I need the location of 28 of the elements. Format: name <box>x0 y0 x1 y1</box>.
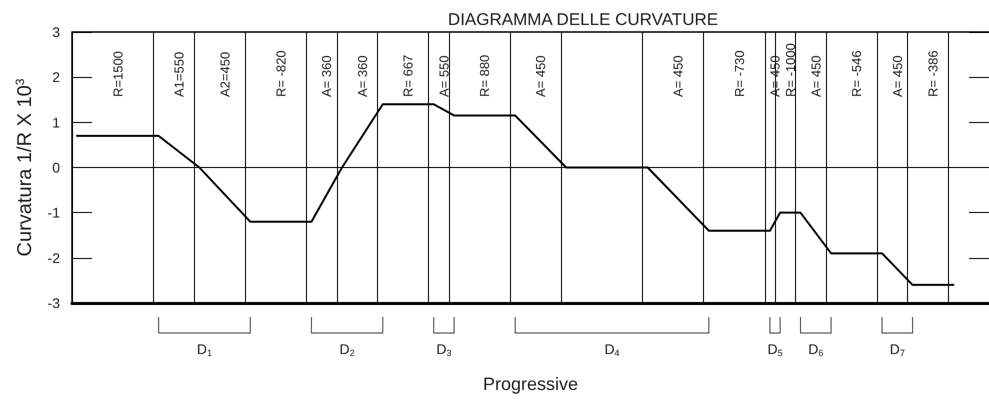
annotation: A= 450 <box>808 55 824 97</box>
y-tick-label: -3 <box>48 295 60 311</box>
annotation: A= 450 <box>533 55 548 97</box>
annotation: R= 880 <box>477 54 492 97</box>
annotation: A= 450 <box>768 55 783 97</box>
annotation: R= -546 <box>849 50 864 97</box>
y-tick-label: 0 <box>52 160 60 176</box>
y-tick-label: 1 <box>52 114 60 130</box>
y-tick-label: -2 <box>48 250 60 266</box>
y-axis-title: Curvatura 1/R X 103 <box>13 78 36 256</box>
annotation: R= -730 <box>732 50 747 97</box>
annotation: R= -1000 <box>782 43 798 97</box>
annotation: A= 450 <box>670 55 686 97</box>
annotation: R= 667 <box>400 54 416 97</box>
y-tick-label: -1 <box>48 204 60 221</box>
chart-title: DIAGRAMMA DELLE CURVATURE <box>448 10 718 29</box>
annotation: A1=550 <box>171 52 186 97</box>
y-tick-label: 3 <box>52 24 60 40</box>
annotation: R=1500 <box>110 51 126 97</box>
annotation: A= 550 <box>436 55 452 97</box>
y-tick-label: 2 <box>52 69 60 86</box>
annotation: A= 360 <box>319 55 334 97</box>
annotation: A2=450 <box>217 52 232 97</box>
annotation: A= 450 <box>890 55 905 97</box>
annotation: R= -820 <box>273 50 288 97</box>
annotation: R= -386 <box>925 50 940 97</box>
annotation: A= 360 <box>354 55 370 97</box>
x-axis-title: Progressive <box>482 374 578 394</box>
